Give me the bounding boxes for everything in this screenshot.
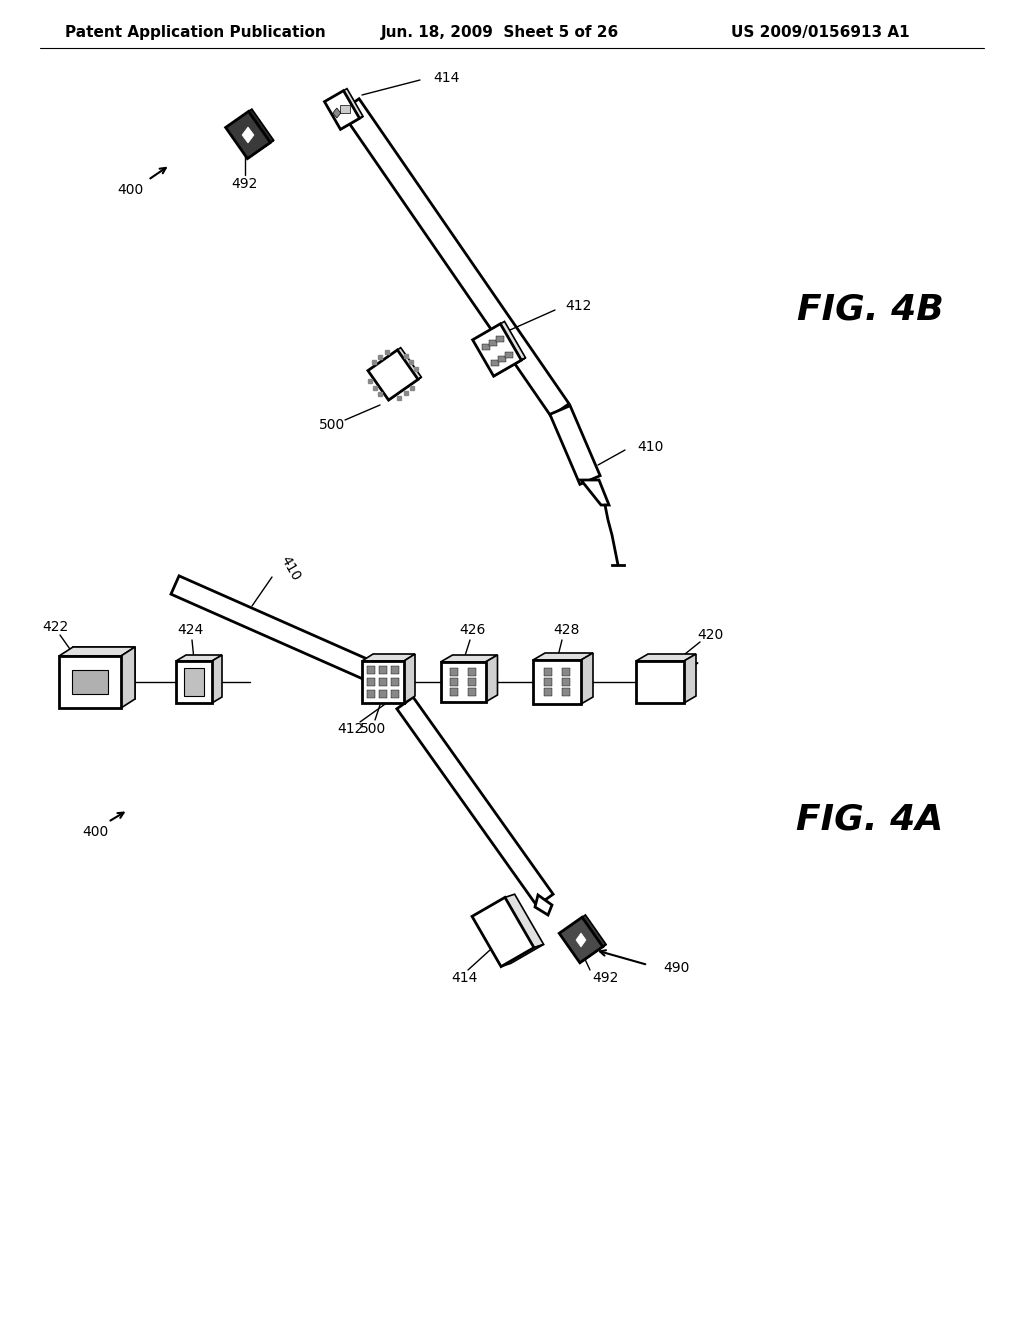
Text: 400: 400: [82, 825, 109, 840]
Polygon shape: [544, 668, 552, 676]
Text: 426: 426: [460, 623, 486, 638]
Polygon shape: [73, 647, 135, 700]
Polygon shape: [534, 660, 581, 704]
Polygon shape: [489, 341, 497, 346]
Polygon shape: [391, 667, 399, 675]
Polygon shape: [581, 653, 593, 704]
Polygon shape: [440, 663, 485, 702]
Polygon shape: [450, 688, 458, 696]
Polygon shape: [367, 690, 375, 698]
Polygon shape: [248, 140, 273, 158]
Polygon shape: [544, 688, 552, 696]
Polygon shape: [184, 668, 204, 696]
Polygon shape: [505, 894, 544, 948]
Polygon shape: [468, 688, 476, 696]
Polygon shape: [379, 678, 387, 686]
Text: 500: 500: [318, 418, 345, 432]
Polygon shape: [501, 944, 544, 966]
Polygon shape: [368, 350, 418, 400]
Text: 422: 422: [42, 620, 69, 634]
Polygon shape: [404, 653, 415, 704]
Polygon shape: [325, 91, 359, 129]
Polygon shape: [59, 656, 121, 708]
Polygon shape: [367, 678, 375, 686]
Polygon shape: [176, 661, 212, 704]
Polygon shape: [391, 690, 399, 698]
Text: US 2009/0156913 A1: US 2009/0156913 A1: [731, 25, 909, 40]
Polygon shape: [492, 359, 499, 366]
Polygon shape: [562, 678, 570, 686]
Polygon shape: [341, 99, 569, 416]
Polygon shape: [397, 697, 553, 906]
Text: 412: 412: [337, 722, 364, 737]
Polygon shape: [340, 116, 362, 129]
Text: 492: 492: [231, 177, 258, 191]
Text: 412: 412: [565, 300, 592, 313]
Text: 410: 410: [278, 553, 303, 583]
Text: 420: 420: [697, 628, 723, 642]
Polygon shape: [367, 667, 375, 675]
Polygon shape: [333, 108, 341, 117]
Polygon shape: [472, 898, 534, 966]
Polygon shape: [684, 653, 696, 704]
Polygon shape: [562, 668, 570, 676]
Polygon shape: [59, 647, 135, 656]
Text: 428: 428: [553, 623, 580, 638]
Polygon shape: [249, 110, 273, 143]
Polygon shape: [225, 111, 270, 158]
Polygon shape: [440, 655, 498, 663]
Polygon shape: [580, 944, 606, 962]
Polygon shape: [242, 127, 254, 143]
Polygon shape: [562, 688, 570, 696]
Polygon shape: [581, 480, 609, 506]
Polygon shape: [343, 88, 362, 119]
Text: 424: 424: [177, 623, 203, 638]
Text: 492: 492: [592, 972, 618, 985]
Polygon shape: [582, 915, 606, 946]
Polygon shape: [485, 655, 498, 702]
Polygon shape: [473, 323, 521, 376]
Polygon shape: [450, 668, 458, 676]
Text: 414: 414: [433, 71, 460, 84]
Polygon shape: [544, 678, 552, 686]
Polygon shape: [121, 647, 135, 708]
Polygon shape: [501, 321, 525, 360]
Polygon shape: [575, 933, 586, 946]
Polygon shape: [72, 671, 108, 694]
Polygon shape: [505, 351, 513, 358]
Text: Patent Application Publication: Patent Application Publication: [65, 25, 326, 40]
Polygon shape: [388, 378, 421, 400]
Polygon shape: [496, 337, 504, 342]
Polygon shape: [397, 347, 421, 379]
Text: 414: 414: [451, 972, 477, 985]
Polygon shape: [212, 655, 222, 704]
Polygon shape: [468, 668, 476, 676]
Polygon shape: [362, 653, 415, 661]
Polygon shape: [450, 678, 458, 686]
Text: 400: 400: [117, 183, 143, 197]
Text: Jun. 18, 2009  Sheet 5 of 26: Jun. 18, 2009 Sheet 5 of 26: [381, 25, 620, 40]
Polygon shape: [636, 661, 684, 704]
Polygon shape: [550, 405, 600, 484]
Polygon shape: [176, 655, 222, 661]
Polygon shape: [468, 678, 476, 686]
Polygon shape: [362, 661, 404, 704]
Polygon shape: [340, 104, 349, 112]
Text: 500: 500: [359, 722, 386, 737]
Polygon shape: [534, 653, 593, 660]
Polygon shape: [535, 895, 552, 915]
Polygon shape: [379, 690, 387, 698]
Polygon shape: [498, 355, 506, 362]
Text: FIG. 4B: FIG. 4B: [797, 293, 943, 327]
Polygon shape: [391, 678, 399, 686]
Polygon shape: [379, 667, 387, 675]
Text: 490: 490: [663, 961, 689, 975]
Polygon shape: [171, 576, 394, 689]
Text: FIG. 4A: FIG. 4A: [797, 803, 944, 837]
Polygon shape: [482, 345, 490, 350]
Polygon shape: [636, 653, 696, 661]
Polygon shape: [494, 358, 525, 376]
Polygon shape: [559, 917, 603, 962]
Text: 410: 410: [637, 440, 664, 454]
